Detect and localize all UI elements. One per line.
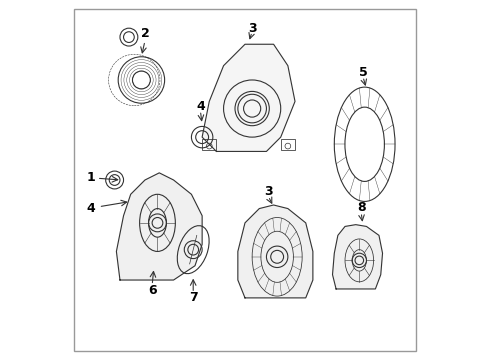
Polygon shape	[202, 44, 295, 152]
Polygon shape	[333, 225, 383, 289]
Text: 3: 3	[264, 185, 272, 198]
Text: 4: 4	[86, 202, 95, 215]
Text: 2: 2	[141, 27, 149, 40]
Text: 8: 8	[357, 201, 366, 214]
Text: 3: 3	[248, 22, 256, 35]
Bar	[281, 139, 295, 150]
Text: 5: 5	[359, 66, 368, 79]
Polygon shape	[117, 173, 202, 280]
Text: 1: 1	[86, 171, 95, 184]
Text: 7: 7	[189, 291, 197, 304]
Polygon shape	[238, 205, 313, 298]
Text: 6: 6	[148, 284, 156, 297]
Bar	[202, 139, 217, 150]
Text: 4: 4	[196, 100, 205, 113]
